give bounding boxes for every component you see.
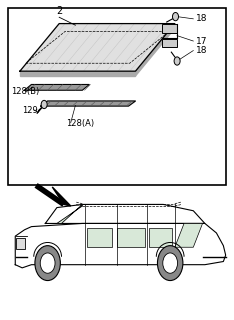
Text: 128(B): 128(B) — [11, 87, 39, 96]
Polygon shape — [135, 24, 175, 76]
Text: 129: 129 — [22, 106, 38, 115]
Circle shape — [174, 57, 180, 65]
Polygon shape — [57, 204, 82, 223]
Polygon shape — [20, 71, 135, 76]
Polygon shape — [117, 228, 145, 247]
Circle shape — [41, 100, 47, 108]
Polygon shape — [87, 228, 112, 247]
Text: 2: 2 — [56, 6, 62, 16]
Polygon shape — [15, 223, 226, 268]
Text: 18: 18 — [196, 46, 207, 55]
Polygon shape — [175, 223, 203, 247]
Circle shape — [157, 246, 183, 281]
Circle shape — [40, 253, 55, 273]
Circle shape — [172, 12, 179, 21]
Text: 18: 18 — [196, 14, 207, 23]
Polygon shape — [52, 187, 71, 206]
Text: 17: 17 — [196, 36, 207, 45]
Polygon shape — [25, 84, 89, 90]
Bar — [162, 24, 177, 33]
Circle shape — [163, 253, 178, 273]
Polygon shape — [41, 101, 135, 106]
Bar — [8, 8, 226, 185]
Polygon shape — [20, 24, 175, 71]
Polygon shape — [45, 204, 205, 223]
Text: 128(A): 128(A) — [66, 119, 94, 128]
Bar — [16, 238, 25, 249]
Polygon shape — [149, 228, 172, 247]
Bar — [162, 39, 177, 47]
Circle shape — [35, 246, 60, 281]
